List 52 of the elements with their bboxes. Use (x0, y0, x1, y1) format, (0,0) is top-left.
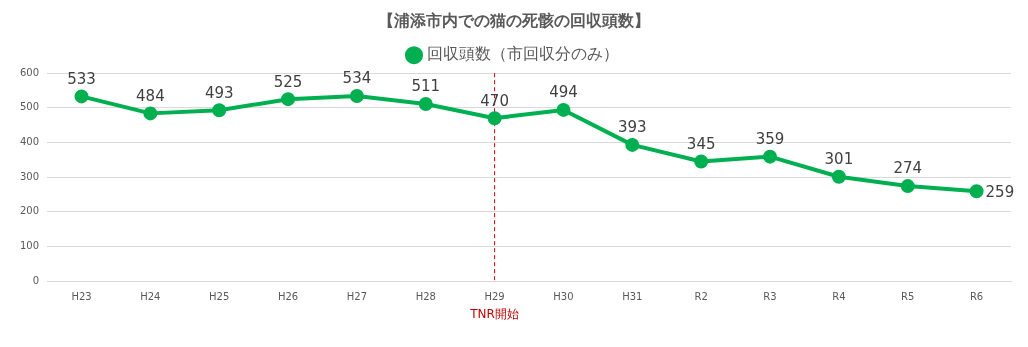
data-label: 301 (824, 150, 854, 169)
y-tick-label: 600 (19, 66, 40, 78)
point (625, 137, 640, 152)
x-tick-label: H28 (415, 290, 436, 302)
x-tick-label: H31 (622, 290, 643, 302)
x-tick-label: R3 (763, 290, 777, 302)
x-tick-label: H23 (71, 290, 92, 302)
data-label: 525 (273, 72, 303, 91)
y-tick-label: 100 (19, 239, 40, 251)
data-label: 484 (136, 86, 165, 105)
y-tick-label: 0 (32, 274, 40, 286)
data-label: 259 (985, 183, 1015, 202)
y-tick-label: 400 (19, 136, 40, 148)
data-label: 533 (67, 69, 96, 88)
point (900, 179, 915, 194)
point (763, 149, 778, 164)
data-label: 534 (342, 69, 372, 88)
x-tick-label: H27 (346, 290, 368, 302)
data-label: 493 (204, 83, 234, 102)
chart-title: 【浦添市内での猫の死骸の回収頭数】 (378, 10, 650, 30)
point (556, 102, 571, 117)
x-tick-label: R5 (901, 290, 915, 302)
point (831, 169, 846, 184)
point (487, 111, 502, 126)
x-tick-label: H29 (484, 290, 505, 302)
y-tick-label: 300 (19, 170, 40, 182)
point (694, 154, 709, 169)
x-tick-label: H24 (140, 290, 161, 302)
data-label: 359 (755, 130, 785, 149)
x-tick-label: H26 (277, 290, 299, 302)
x-tick-label: R2 (694, 290, 708, 302)
data-label: 511 (411, 77, 441, 96)
data-label: 393 (618, 118, 647, 137)
point (349, 89, 364, 104)
point (281, 92, 296, 107)
data-label: 274 (893, 159, 923, 178)
point (143, 106, 158, 121)
x-tick-label: H25 (209, 290, 230, 302)
data-label: 494 (549, 83, 578, 102)
data-label: 345 (686, 134, 716, 153)
y-tick-label: 500 (19, 101, 40, 113)
x-tick-label: R6 (969, 290, 984, 302)
y-tick-label: 200 (19, 205, 40, 217)
ref-line-label: TNR開始 (469, 307, 519, 322)
x-tick-label: H30 (553, 290, 574, 302)
point (212, 103, 227, 118)
x-tick-label: R4 (832, 290, 846, 302)
legend-label: 回収頭数（市回収分のみ） (427, 44, 619, 64)
point (969, 184, 984, 199)
data-label: 470 (480, 91, 509, 110)
point (74, 89, 89, 104)
point (418, 97, 433, 112)
